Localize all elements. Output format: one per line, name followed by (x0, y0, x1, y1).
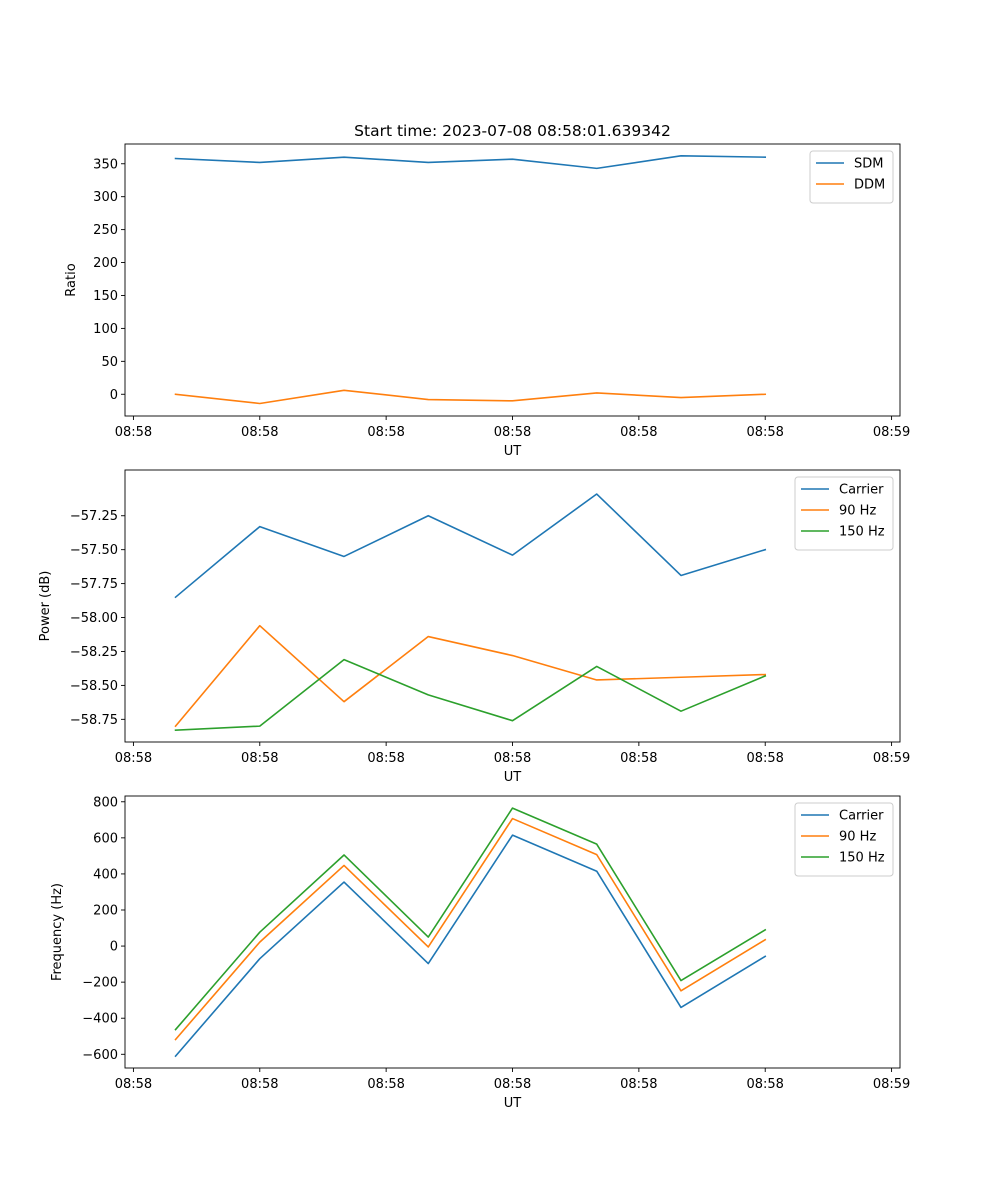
frequency-legend-label: Carrier (839, 809, 884, 824)
frequency-series-line-150-hz (174, 807, 767, 1031)
frequency-series-line-carrier (174, 834, 767, 1058)
ratio-y-tick-label: 200 (93, 256, 118, 271)
figure-title: Start time: 2023-07-08 08:58:01.639342 (354, 122, 671, 140)
ratio-series-line-sdm (174, 155, 767, 170)
power-x-axis-label: UT (504, 770, 522, 785)
power-y-tick-label: −57.75 (70, 577, 118, 592)
ratio-legend: SDM DDM (809, 150, 894, 204)
ratio-x-tick-label: 08:58 (620, 425, 657, 440)
power-series-line-carrier (174, 493, 767, 599)
frequency-x-tick-label: 08:58 (115, 1077, 152, 1092)
ratio-x-axis-label: UT (504, 444, 522, 459)
power-y-tick-label: −58.50 (70, 679, 118, 694)
frequency-panel: 08:58 08:58 08:58 08:58 08:58 08:58 08:59 −600 −… (50, 795, 910, 1111)
ratio-x-tick-label: 08:58 (494, 425, 531, 440)
frequency-y-tick-label: −600 (82, 1048, 118, 1063)
ratio-y-tick-label: 250 (93, 223, 118, 238)
ratio-y-tick-label: 50 (101, 355, 118, 370)
frequency-legend: Carrier 90 Hz 150 Hz (794, 802, 894, 877)
frequency-y-tick-label: 800 (93, 795, 118, 810)
frequency-y-tick-label: 600 (93, 831, 118, 846)
frequency-series-line-90-hz (174, 817, 767, 1041)
ratio-series-line-ddm (174, 389, 767, 405)
ratio-x-tick-label: 08:58 (241, 425, 278, 440)
ratio-y-tick-label: 100 (93, 322, 118, 337)
power-legend-label: 150 Hz (839, 525, 885, 540)
power-legend-label: 90 Hz (839, 504, 876, 519)
frequency-x-tick-label: 08:58 (494, 1077, 531, 1092)
power-legend-label: Carrier (839, 483, 884, 498)
frequency-y-tick-label: −200 (82, 976, 118, 991)
power-x-tick-label: 08:58 (241, 751, 278, 766)
ratio-y-tick-label: 150 (93, 289, 118, 304)
frequency-y-tick-label: 400 (93, 867, 118, 882)
power-series-line-90-hz (174, 624, 767, 728)
power-legend: Carrier 90 Hz 150 Hz (794, 476, 894, 551)
frequency-x-tick-label: 08:58 (241, 1077, 278, 1092)
power-x-tick-label: 08:59 (873, 751, 910, 766)
frequency-legend-label: 150 Hz (839, 851, 885, 866)
ratio-x-tick-label: 08:58 (367, 425, 404, 440)
frequency-y-tick-label: 0 (110, 940, 118, 955)
ratio-legend-box (809, 150, 894, 204)
frequency-x-axis-label: UT (504, 1096, 522, 1111)
power-y-axis-label: Power (dB) (38, 571, 53, 642)
power-x-tick-label: 08:58 (115, 751, 152, 766)
ratio-y-tick-label: 0 (110, 388, 118, 403)
ratio-legend-label: SDM (854, 157, 883, 172)
power-panel: 08:58 08:58 08:58 08:58 08:58 08:58 08:59 −58.7… (38, 469, 910, 785)
frequency-x-tick-label: 08:58 (620, 1077, 657, 1092)
power-series-line-150-hz (174, 658, 767, 732)
frequency-y-axis-label: Frequency (Hz) (50, 883, 65, 981)
ratio-y-tick-label: 350 (93, 157, 118, 172)
power-x-tick-label: 08:58 (746, 751, 783, 766)
power-x-tick-label: 08:58 (367, 751, 404, 766)
power-y-tick-label: −57.50 (70, 543, 118, 558)
power-y-tick-label: −57.25 (70, 509, 118, 524)
frequency-y-tick-label: 200 (93, 903, 118, 918)
power-y-tick-label: −58.00 (70, 611, 118, 626)
ratio-y-tick-label: 300 (93, 190, 118, 205)
ratio-x-tick-label: 08:58 (115, 425, 152, 440)
power-x-tick-label: 08:58 (620, 751, 657, 766)
power-x-tick-label: 08:58 (494, 751, 531, 766)
ratio-panel: Start time: 2023-07-08 08:58:01.639342 0… (64, 122, 910, 459)
ratio-legend-label: DDM (854, 178, 885, 193)
ratio-x-tick-label: 08:59 (873, 425, 910, 440)
ratio-y-axis-label: Ratio (64, 263, 79, 296)
frequency-x-tick-label: 08:58 (367, 1077, 404, 1092)
frequency-x-tick-label: 08:59 (873, 1077, 910, 1092)
frequency-legend-label: 90 Hz (839, 830, 876, 845)
ratio-x-tick-label: 08:58 (746, 425, 783, 440)
frequency-x-tick-label: 08:58 (746, 1077, 783, 1092)
frequency-y-tick-label: −400 (82, 1012, 118, 1027)
power-y-tick-label: −58.75 (70, 713, 118, 728)
power-y-tick-label: −58.25 (70, 645, 118, 660)
